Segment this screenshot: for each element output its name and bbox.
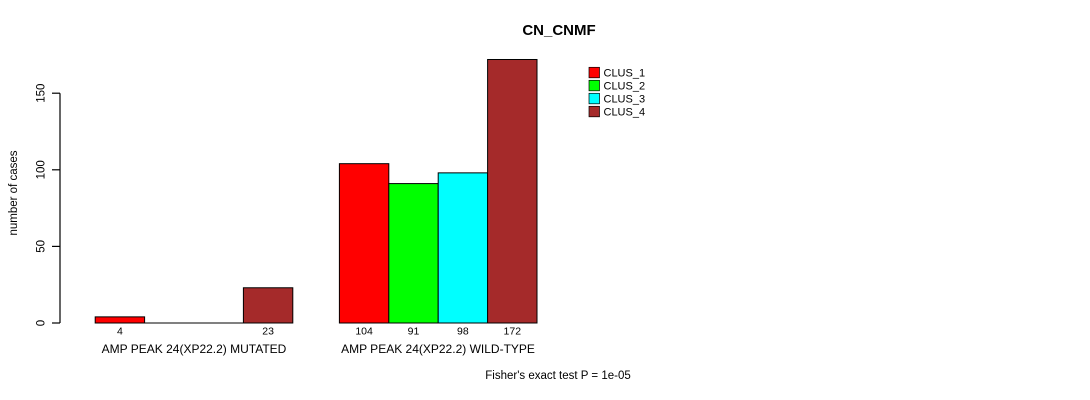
y-tick-label: 100 bbox=[36, 160, 48, 179]
bar-value-label: 98 bbox=[457, 326, 469, 338]
legend-swatch-clus_4 bbox=[588, 105, 600, 118]
bar-value-label: 4 bbox=[117, 326, 123, 338]
bar-value-label: 91 bbox=[408, 326, 420, 338]
y-axis: 0 50 100 150 bbox=[36, 84, 61, 326]
bar-value-label: 104 bbox=[355, 326, 373, 338]
group-label-wildtype: AMP PEAK 24(XP22.2) WILD-TYPE bbox=[341, 342, 535, 356]
legend-swatch-clus_1 bbox=[588, 66, 600, 79]
legend-swatch-clus_2 bbox=[588, 79, 600, 92]
bar-value-label: 23 bbox=[262, 326, 274, 338]
chart-title: CN_CNMF bbox=[522, 22, 595, 39]
y-tick-label: 150 bbox=[36, 84, 48, 103]
legend-label: CLUS_1 bbox=[604, 68, 646, 80]
bar-clus_3 bbox=[437, 172, 489, 324]
bar-clus_1 bbox=[338, 163, 390, 324]
legend-label: CLUS_2 bbox=[604, 81, 646, 93]
bar-value-label: 172 bbox=[504, 326, 522, 338]
value-labels: 4 23 104 91 98 172 bbox=[117, 326, 521, 338]
bars bbox=[94, 58, 538, 324]
bar-clus_4 bbox=[242, 287, 294, 324]
bar-clus_1 bbox=[94, 316, 146, 324]
legend-swatch-clus_3 bbox=[588, 92, 600, 105]
legend-label: CLUS_4 bbox=[604, 107, 646, 119]
fisher-test-footnote: Fisher's exact test P = 1e-05 bbox=[485, 370, 631, 382]
bar-clus_4 bbox=[487, 58, 538, 324]
legend-label: CLUS_3 bbox=[604, 94, 646, 106]
y-axis-title: number of cases bbox=[8, 150, 20, 235]
bar-clus_2 bbox=[388, 183, 439, 324]
group-label-mutated: AMP PEAK 24(XP22.2) MUTATED bbox=[102, 342, 287, 356]
y-tick-label: 0 bbox=[36, 320, 48, 326]
y-tick-label: 50 bbox=[36, 240, 48, 253]
